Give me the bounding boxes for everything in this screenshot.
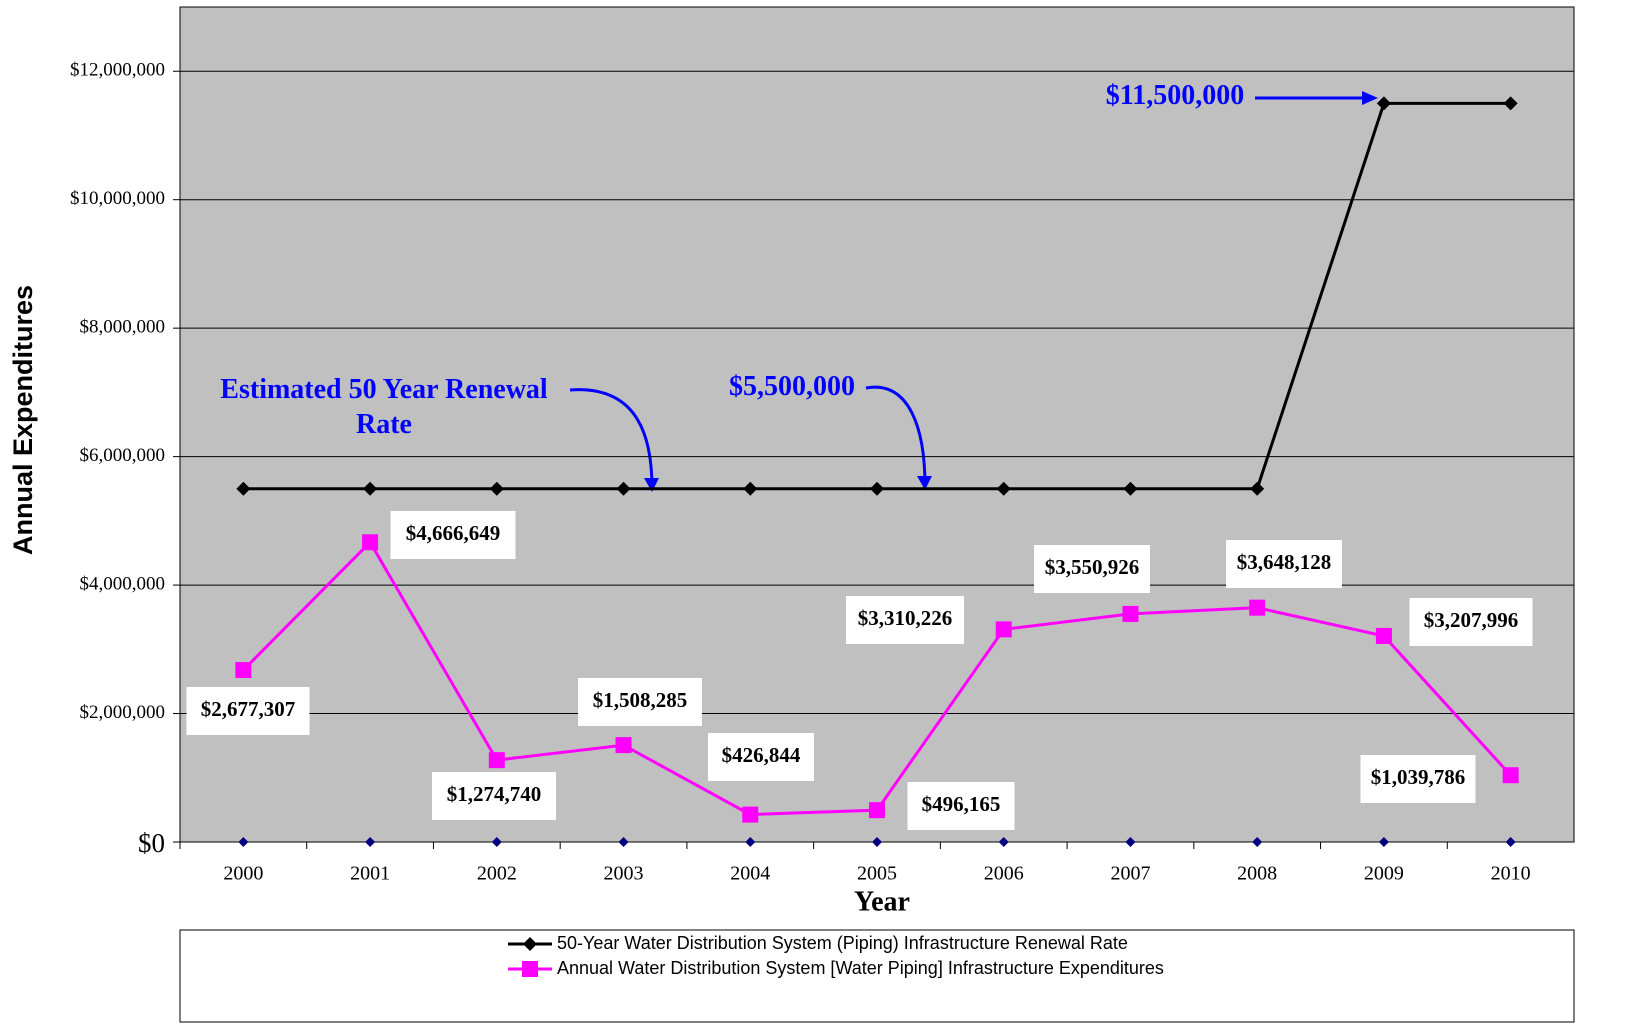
data-point <box>1122 605 1139 622</box>
legend-label: 50-Year Water Distribution System (Pipin… <box>557 933 1128 953</box>
data-point <box>1123 481 1138 496</box>
legend-box <box>179 929 1575 1023</box>
data-point <box>1502 767 1519 784</box>
data-point <box>998 837 1009 847</box>
label-box <box>186 687 310 735</box>
arrow <box>865 385 927 487</box>
annotation: $11,500,000 <box>1105 80 1245 111</box>
annotation: $5,500,000 <box>729 371 855 402</box>
data-point <box>616 481 631 496</box>
label-box <box>390 511 516 559</box>
data-point <box>1375 627 1392 644</box>
label-box <box>1226 540 1342 588</box>
y-tick-label: $2,000,000 <box>80 702 166 723</box>
data-point <box>362 534 379 551</box>
data-label: $3,550,926 <box>1045 555 1140 579</box>
label-box <box>708 733 814 781</box>
x-tick-label: 2002 <box>477 863 517 885</box>
data-point <box>363 481 378 496</box>
label-box <box>1409 598 1533 646</box>
data-point <box>743 481 758 496</box>
x-tick-label: 2004 <box>730 863 770 885</box>
arrow <box>569 388 654 489</box>
data-point <box>1249 599 1266 616</box>
arrowhead <box>1362 91 1378 105</box>
x-tick-label: 2009 <box>1364 863 1404 885</box>
data-point <box>745 837 756 847</box>
y-tick-label: $12,000,000 <box>70 60 165 81</box>
data-point <box>365 837 376 847</box>
data-point <box>1503 96 1518 111</box>
x-tick-label: 2001 <box>350 863 390 885</box>
x-tick-label: 2010 <box>1491 863 1531 885</box>
label-box <box>1360 755 1476 803</box>
label-box <box>1034 545 1150 593</box>
data-point <box>1505 837 1516 847</box>
data-point <box>1252 837 1263 847</box>
data-point <box>1250 481 1265 496</box>
arrowhead <box>917 476 932 490</box>
y-tick-label: $10,000,000 <box>70 188 165 209</box>
arrowhead <box>644 478 659 492</box>
data-label: $1,039,786 <box>1371 765 1466 789</box>
data-point <box>995 621 1012 638</box>
data-label: $3,648,128 <box>1237 550 1332 574</box>
y-tick-label: $4,000,000 <box>80 573 166 594</box>
data-point <box>489 481 504 496</box>
label-box <box>578 678 702 726</box>
data-point <box>618 837 629 847</box>
x-tick-label: 2007 <box>1110 863 1150 885</box>
data-point <box>491 837 502 847</box>
data-point <box>1125 837 1136 847</box>
annotation: Estimated 50 Year Renewal Rate <box>220 374 548 440</box>
data-point <box>1376 96 1391 111</box>
data-label: $4,666,649 <box>406 521 501 545</box>
data-label: $496,165 <box>922 792 1001 816</box>
x-tick-label: 2006 <box>984 863 1024 885</box>
data-label: $3,207,996 <box>1424 608 1519 632</box>
data-point <box>742 806 759 823</box>
data-point <box>238 837 249 847</box>
y-tick-label: $6,000,000 <box>80 445 166 466</box>
data-point <box>488 752 505 769</box>
legend-label: Annual Water Distribution System [Water … <box>557 958 1164 978</box>
legend-marker <box>522 961 538 977</box>
x-tick-label: 2000 <box>223 863 263 885</box>
label-box <box>846 596 964 644</box>
x-tick-label: 2003 <box>604 863 644 885</box>
y-tick-label: $8,000,000 <box>80 317 166 338</box>
x-axis-title: Year <box>854 886 910 917</box>
data-label: $426,844 <box>722 743 801 767</box>
data-point <box>615 737 632 754</box>
data-label: $2,677,307 <box>201 697 296 721</box>
data-point <box>236 481 251 496</box>
y-axis-title: Annual Expenditures <box>8 285 38 555</box>
legend-marker <box>523 937 537 951</box>
data-point <box>870 481 884 496</box>
data-point <box>1378 837 1389 847</box>
label-box <box>907 782 1015 830</box>
data-label: $1,508,285 <box>593 688 688 712</box>
data-point <box>996 481 1011 496</box>
label-box <box>432 772 556 820</box>
y-tick-label: $0 <box>138 828 165 858</box>
plot-area <box>179 6 1575 843</box>
data-label: $1,274,740 <box>447 782 542 806</box>
data-point <box>872 837 882 847</box>
data-point <box>235 662 252 679</box>
x-tick-label: 2005 <box>857 863 897 885</box>
data-point <box>869 802 885 819</box>
data-label: $3,310,226 <box>858 606 953 630</box>
x-tick-label: 2008 <box>1237 863 1277 885</box>
